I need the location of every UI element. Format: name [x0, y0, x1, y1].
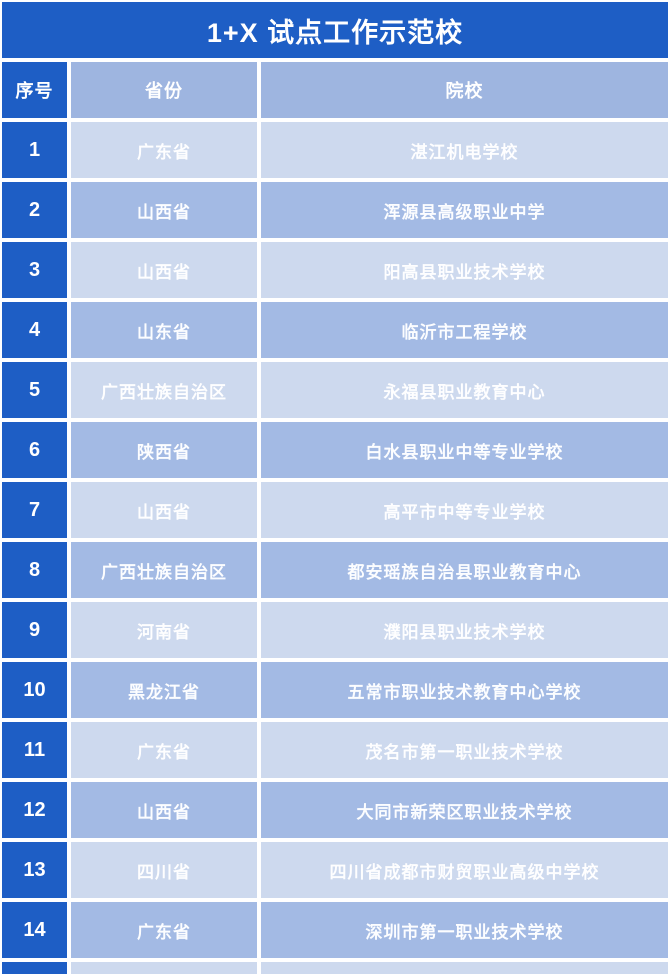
row-index-cell	[2, 962, 67, 974]
row-province-cell: 山东省	[71, 302, 257, 358]
row-province-cell: 广东省	[71, 902, 257, 958]
row-school-cell: 湛江机电学校	[261, 122, 668, 178]
header-index: 序号	[2, 62, 67, 118]
row-school-cell: 大同市新荣区职业技术学校	[261, 782, 668, 838]
row-province-cell: 广西壮族自治区	[71, 362, 257, 418]
row-province-cell: 山西省	[71, 482, 257, 538]
row-index-cell: 13	[2, 842, 67, 898]
row-school-cell	[261, 962, 668, 974]
table-title: 1+X 试点工作示范校	[2, 2, 668, 58]
header-province: 省份	[71, 62, 257, 118]
row-province-cell: 四川省	[71, 842, 257, 898]
row-index-cell: 12	[2, 782, 67, 838]
row-province-cell: 广东省	[71, 722, 257, 778]
demonstration-schools-table: 序号 省份 院校 1 广东省 湛江机电学校 2 山西省 浑源县高级职业中学 3 …	[2, 62, 668, 974]
row-school-cell: 濮阳县职业技术学校	[261, 602, 668, 658]
row-index-cell: 6	[2, 422, 67, 478]
row-school-cell: 深圳市第一职业技术学校	[261, 902, 668, 958]
row-school-cell: 浑源县高级职业中学	[261, 182, 668, 238]
row-province-cell: 河南省	[71, 602, 257, 658]
row-school-cell: 五常市职业技术教育中心学校	[261, 662, 668, 718]
row-province-cell: 广东省	[71, 122, 257, 178]
row-school-cell: 白水县职业中等专业学校	[261, 422, 668, 478]
row-province-cell: 黑龙江省	[71, 662, 257, 718]
row-school-cell: 茂名市第一职业技术学校	[261, 722, 668, 778]
row-school-cell: 阳高县职业技术学校	[261, 242, 668, 298]
row-index-cell: 8	[2, 542, 67, 598]
row-index-cell: 14	[2, 902, 67, 958]
row-province-cell: 山西省	[71, 242, 257, 298]
row-index-cell: 1	[2, 122, 67, 178]
row-school-cell: 永福县职业教育中心	[261, 362, 668, 418]
row-index-cell: 11	[2, 722, 67, 778]
row-school-cell: 高平市中等专业学校	[261, 482, 668, 538]
header-school: 院校	[261, 62, 668, 118]
row-index-cell: 5	[2, 362, 67, 418]
row-province-cell: 陕西省	[71, 422, 257, 478]
row-school-cell: 四川省成都市财贸职业高级中学校	[261, 842, 668, 898]
row-index-cell: 4	[2, 302, 67, 358]
row-index-cell: 9	[2, 602, 67, 658]
row-school-cell: 临沂市工程学校	[261, 302, 668, 358]
row-province-cell: 山西省	[71, 182, 257, 238]
row-province-cell	[71, 962, 257, 974]
row-index-cell: 7	[2, 482, 67, 538]
row-index-cell: 10	[2, 662, 67, 718]
row-school-cell: 都安瑶族自治县职业教育中心	[261, 542, 668, 598]
row-index-cell: 2	[2, 182, 67, 238]
row-province-cell: 山西省	[71, 782, 257, 838]
row-province-cell: 广西壮族自治区	[71, 542, 257, 598]
row-index-cell: 3	[2, 242, 67, 298]
